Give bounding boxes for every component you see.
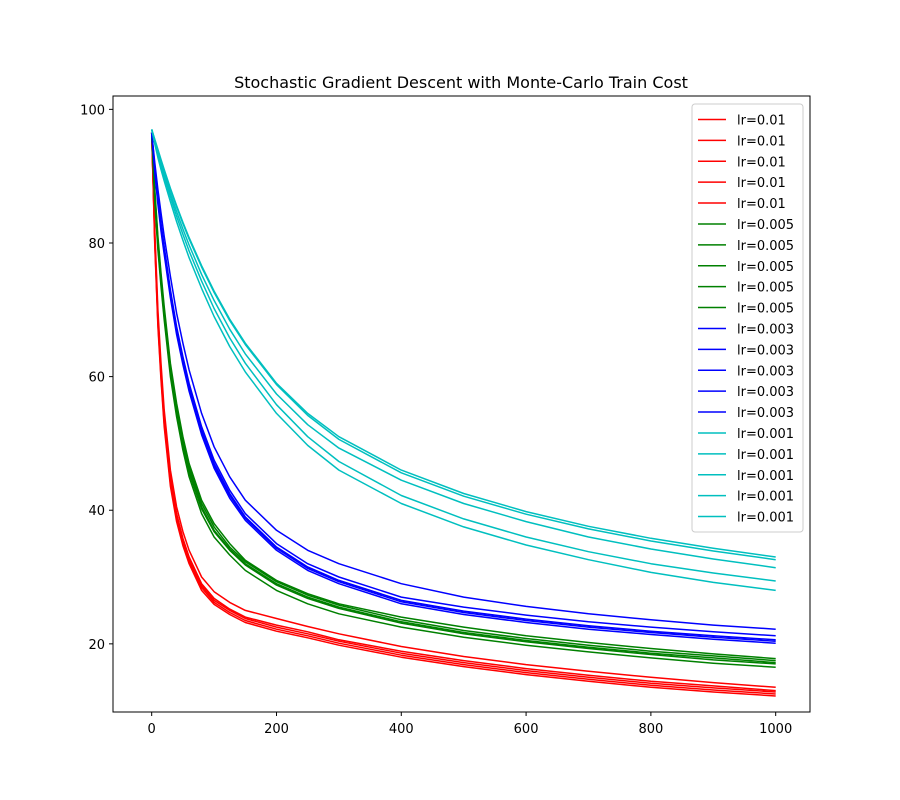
legend-label: lr=0.003 — [737, 406, 794, 421]
legend-label: lr=0.01 — [737, 197, 786, 212]
series-line-6 — [150, 132, 776, 660]
axes: 0 200 400 600 800 1000 20 40 60 80 100 — [80, 95, 811, 737]
x-tick-label: 800 — [638, 722, 663, 737]
legend-label: lr=0.005 — [737, 260, 794, 275]
legend-label: lr=0.003 — [737, 364, 794, 379]
series-line-9 — [150, 132, 776, 665]
y-tick-label: 60 — [88, 371, 105, 386]
series-line-20 — [150, 129, 776, 592]
series-line-8 — [150, 132, 776, 664]
legend-box — [691, 103, 804, 533]
series-line-17 — [150, 129, 776, 561]
series-line-1 — [150, 132, 776, 689]
legend-label: lr=0.005 — [737, 281, 794, 296]
series-line-18 — [150, 129, 776, 569]
legend-label: lr=0.003 — [737, 322, 794, 337]
legend-label: lr=0.001 — [737, 469, 794, 484]
series-line-14 — [150, 132, 776, 644]
y-tick-label: 100 — [80, 103, 105, 118]
legend-label: lr=0.003 — [737, 343, 794, 358]
legend-label: lr=0.01 — [737, 134, 786, 149]
y-tick-label: 80 — [88, 237, 105, 252]
legend-label: lr=0.01 — [737, 176, 786, 191]
legend: lr=0.01 lr=0.01 lr=0.01 lr=0.01 lr=0.01 lr=0.… — [691, 103, 804, 533]
series-lines — [150, 129, 776, 697]
legend-label: lr=0.005 — [737, 302, 794, 317]
series-line-7 — [150, 132, 776, 662]
x-tick-label: 600 — [514, 722, 539, 737]
x-tick-label: 0 — [148, 722, 156, 737]
series-line-3 — [150, 132, 776, 693]
legend-label: lr=0.001 — [737, 490, 794, 505]
x-tick-label: 1000 — [759, 722, 792, 737]
legend-label: lr=0.01 — [737, 113, 786, 128]
legend-label: lr=0.001 — [737, 511, 794, 526]
legend-label: lr=0.003 — [737, 385, 794, 400]
series-line-19 — [150, 129, 776, 582]
plot-frame — [112, 95, 811, 713]
y-tick-label: 20 — [88, 638, 105, 653]
legend-label: lr=0.005 — [737, 218, 794, 233]
series-line-5 — [150, 132, 776, 697]
legend-label: lr=0.005 — [737, 239, 794, 254]
legend-label: lr=0.01 — [737, 155, 786, 170]
x-tick-label: 200 — [264, 722, 289, 737]
y-tick-label: 40 — [88, 504, 105, 519]
series-line-10 — [150, 132, 776, 668]
legend-label: lr=0.001 — [737, 427, 794, 442]
chart-title: Stochastic Gradient Descent with Monte-C… — [234, 73, 688, 92]
legend-label: lr=0.001 — [737, 448, 794, 463]
series-line-15 — [150, 132, 776, 630]
x-tick-label: 400 — [389, 722, 414, 737]
